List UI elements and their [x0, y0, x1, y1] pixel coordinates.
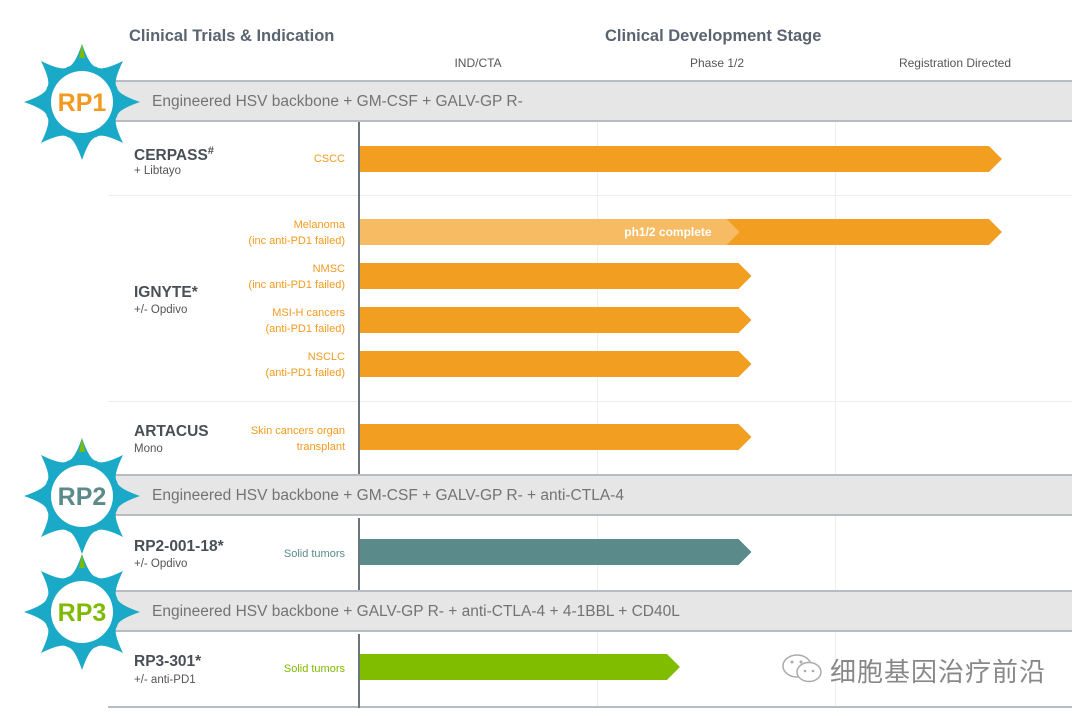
- program-band-rp1: [108, 80, 1072, 122]
- gridline-registration: [835, 120, 836, 708]
- program-band-rp2: [108, 474, 1072, 516]
- indication-label: CSCC: [313, 153, 345, 165]
- indication-label: NSCLC (anti-PD1 failed): [265, 351, 345, 379]
- bar-rp1: [360, 307, 752, 333]
- bar-rp1: [360, 146, 1002, 172]
- program-description-rp2: Engineered HSV backbone + GM-CSF + GALV-…: [152, 487, 624, 504]
- bar-completed-segment: [360, 219, 740, 245]
- trial-name-rp2-001-18: RP2-001-18*: [134, 538, 224, 555]
- trial-name-ignyte: IGNYTE*: [134, 284, 198, 301]
- trial-combo-rp2-001-18: +/- Opdivo: [134, 558, 188, 570]
- axis-line: [358, 120, 360, 474]
- program-description-rp3: Engineered HSV backbone + GALV-GP R- + a…: [152, 603, 680, 620]
- program-band-rp3: [108, 590, 1072, 632]
- indication-label: Solid tumors: [283, 548, 345, 560]
- bar-rp1: [360, 263, 752, 289]
- trial-combo-rp3-301: +/- anti-PD1: [134, 674, 196, 686]
- indication-label: NMSC (inc anti-PD1 failed): [248, 263, 345, 291]
- indication-label: Melanoma (inc anti-PD1 failed): [248, 219, 345, 247]
- stage-label-registration: Registration Directed: [898, 56, 1012, 70]
- indication-label: Solid tumors: [283, 663, 345, 675]
- bar-rp1: [360, 351, 752, 377]
- axis-line: [358, 634, 360, 708]
- trial-combo-cerpass: + Libtayo: [134, 165, 181, 177]
- trial-name-rp3-301: RP3-301*: [134, 653, 202, 670]
- bar-rp2: [360, 539, 752, 565]
- stage-label-phase-1-2: Phase 1/2: [689, 56, 745, 70]
- stage-label-ind-cta: IND/CTA: [454, 56, 502, 70]
- right-header: Clinical Development Stage: [605, 27, 822, 45]
- wechat-icon: [780, 652, 826, 686]
- trial-combo-ignyte: +/- Opdivo: [134, 304, 188, 316]
- row-separator: [108, 195, 1072, 196]
- row-separator: [108, 401, 1072, 402]
- program-description-rp1: Engineered HSV backbone + GM-CSF + GALV-…: [152, 93, 523, 110]
- bottom-rule: [108, 706, 1072, 708]
- indication-label: Skin cancers organ transplant: [250, 425, 345, 453]
- watermark-text: 细胞基因治疗前沿: [830, 658, 1047, 688]
- trial-combo-artacus: Mono: [134, 443, 163, 455]
- trial-name-cerpass: CERPASS#: [134, 145, 214, 165]
- left-header: Clinical Trials & Indication: [129, 27, 335, 45]
- bar-rp3: [360, 654, 680, 680]
- completed-label: ph1/2 complete: [624, 225, 712, 239]
- bar-rp1: [360, 424, 752, 450]
- axis-line: [358, 518, 360, 590]
- indication-label: MSI-H cancers (anti-PD1 failed): [265, 307, 345, 335]
- trial-name-artacus: ARTACUS: [134, 423, 209, 440]
- gridline-phase12: [597, 120, 598, 708]
